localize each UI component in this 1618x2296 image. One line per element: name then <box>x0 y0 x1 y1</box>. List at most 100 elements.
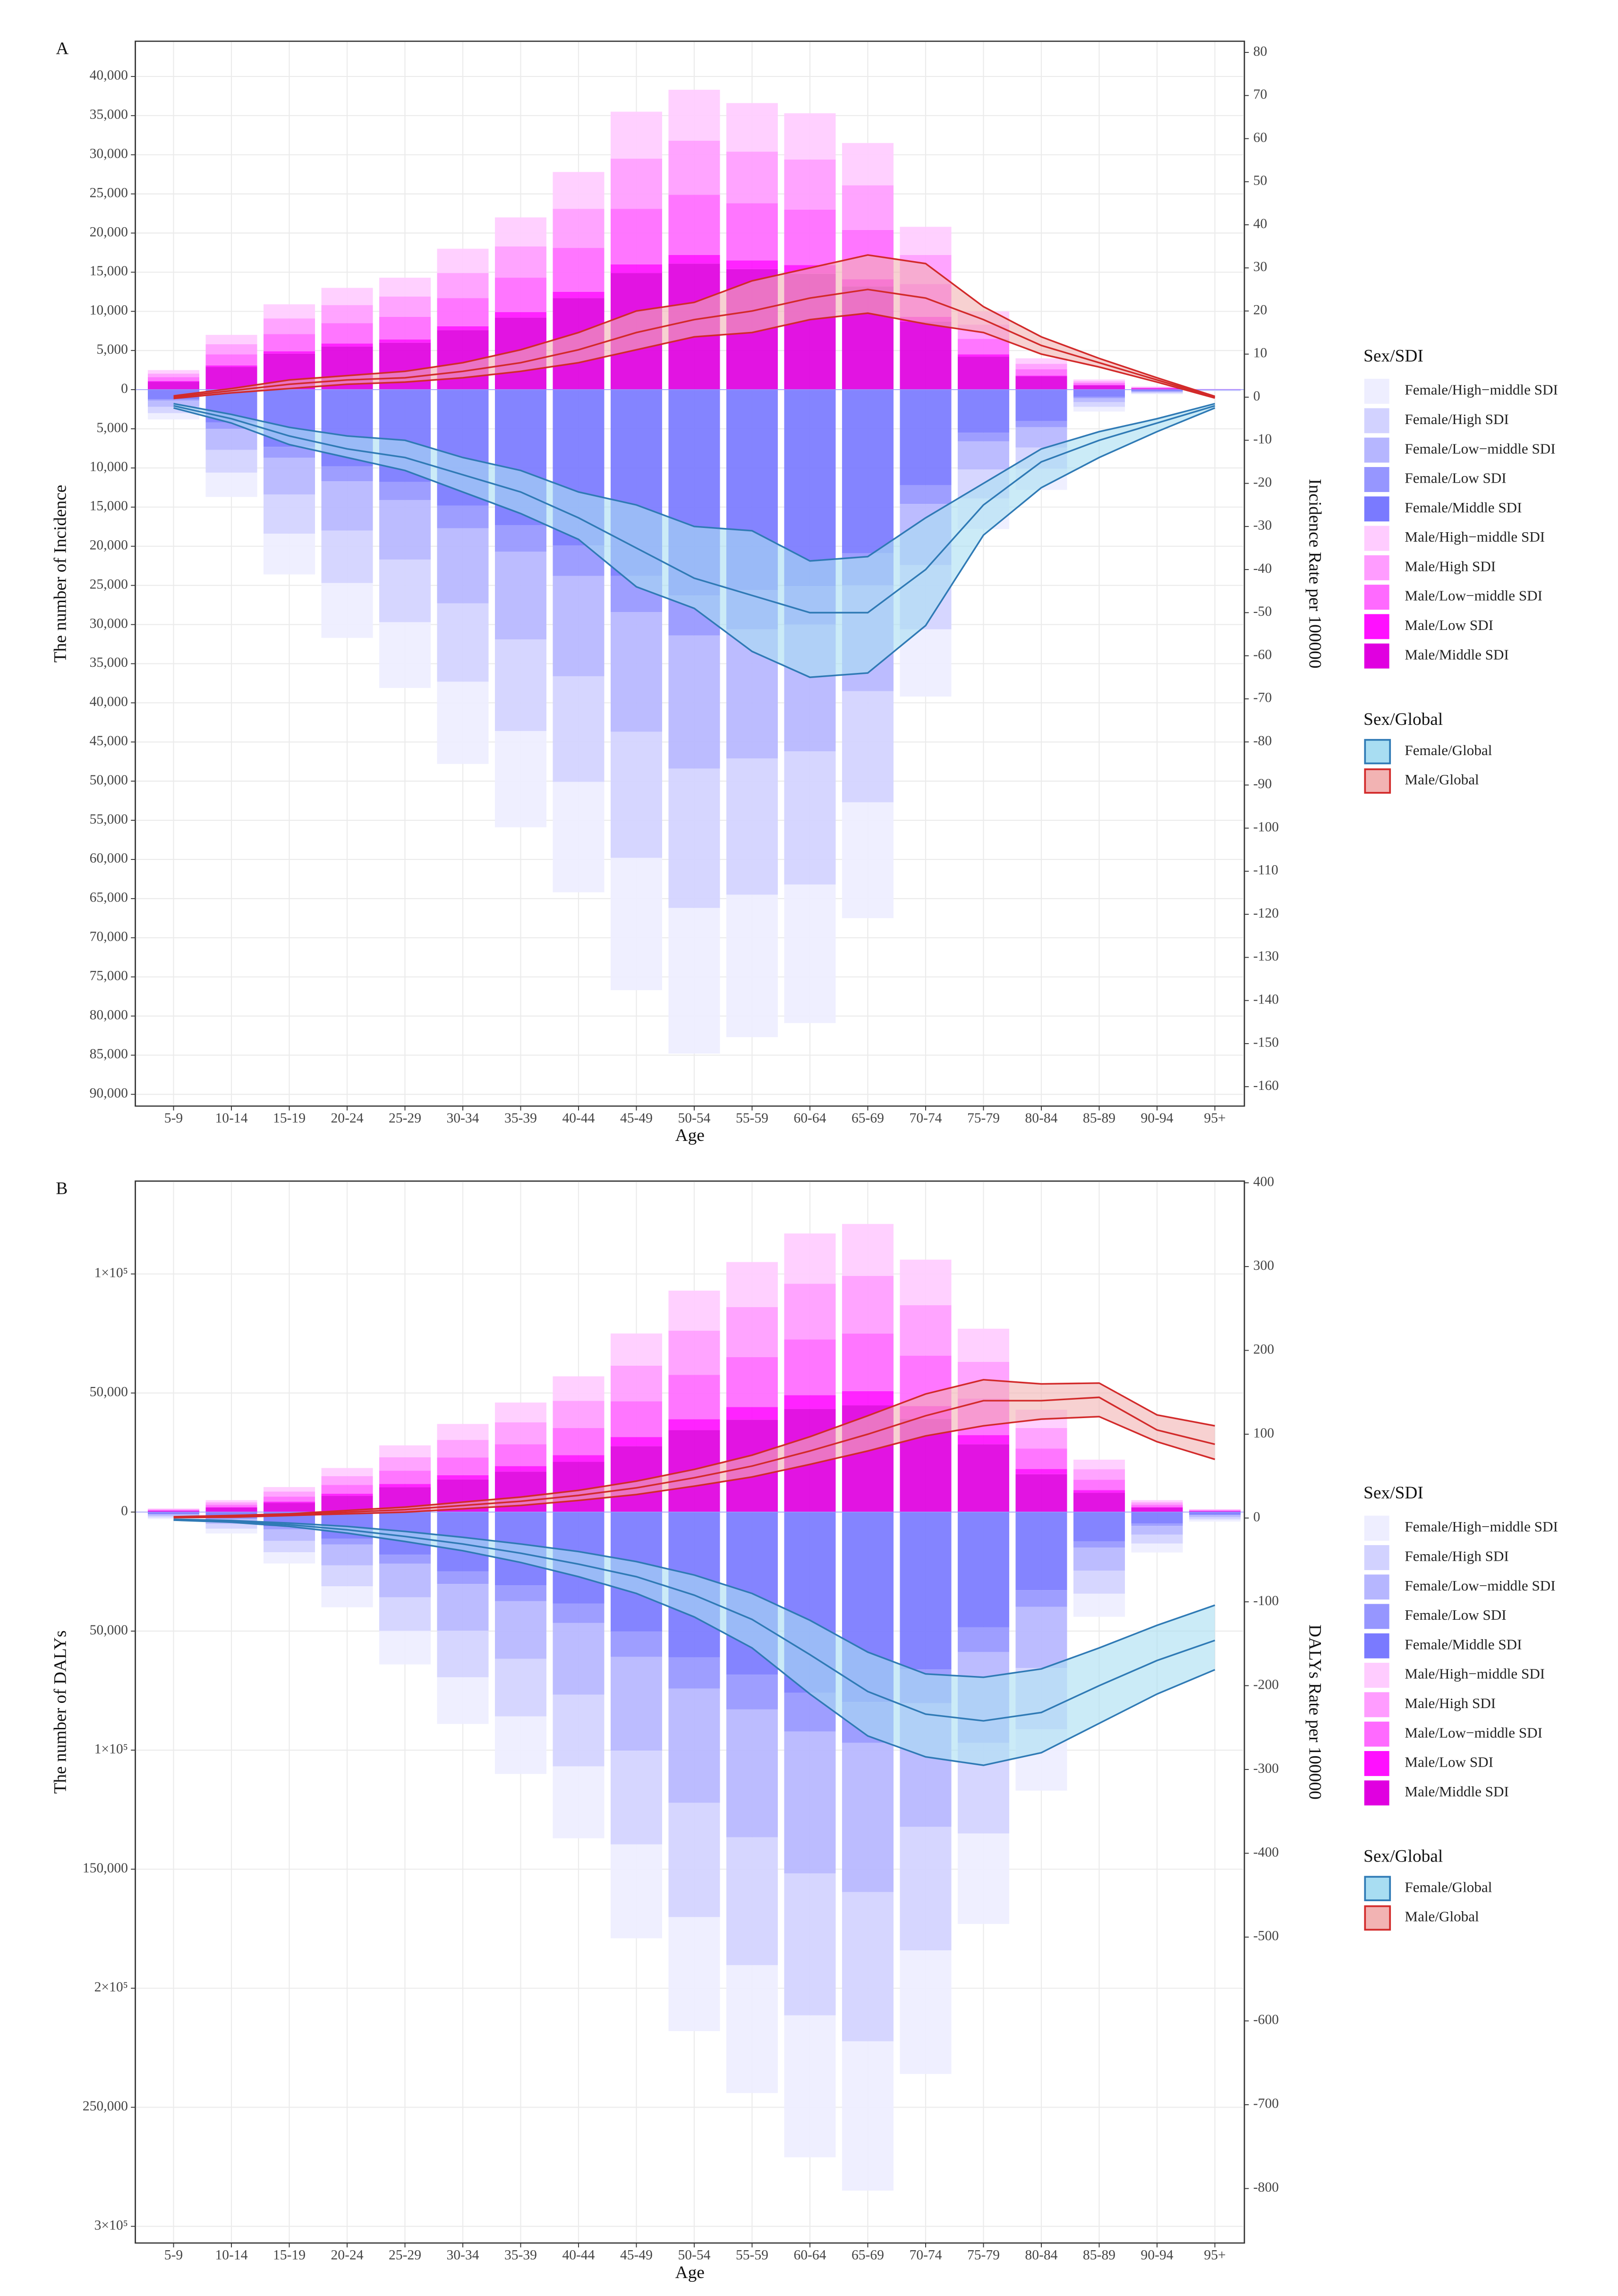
bar-segment <box>553 1623 605 1695</box>
bar-segment <box>957 441 1009 470</box>
bar-segment <box>379 1631 431 1665</box>
bar-segment <box>437 603 489 682</box>
y-tick-label: 35,000 <box>90 107 128 122</box>
bar-segment <box>1073 385 1125 390</box>
y-tick-label: 25,000 <box>90 185 128 200</box>
x-tick-label: 75-79 <box>967 2248 1000 2263</box>
y-tick-label: 5,000 <box>96 342 128 357</box>
bar-segment <box>1015 1590 1067 1607</box>
legend-label: Female/Low SDI <box>1405 470 1506 486</box>
y-tick-label: 70,000 <box>90 929 128 944</box>
bar-segment <box>494 1716 546 1774</box>
bar-segment <box>379 1564 431 1598</box>
bar-segment <box>553 1428 605 1455</box>
y2-tick-label: 300 <box>1253 1258 1274 1273</box>
y2-tick-label: -90 <box>1253 776 1272 791</box>
bar-segment <box>842 143 894 186</box>
bar-segment <box>553 1455 605 1462</box>
bar-segment <box>957 433 1009 442</box>
legend-label: Male/Global <box>1405 1908 1479 1925</box>
bar-segment <box>437 528 489 604</box>
bar-segment <box>264 351 315 354</box>
legend-label: Female/Global <box>1405 742 1492 758</box>
x-tick-label: 10-14 <box>215 1111 248 1126</box>
y-tick-label: 5,000 <box>96 420 128 435</box>
bar-segment <box>264 1501 315 1503</box>
bar-segment <box>205 1505 257 1507</box>
y2-tick-label: -20 <box>1253 475 1272 490</box>
bar-segment <box>900 1259 952 1305</box>
bar-segment <box>1131 387 1183 388</box>
rate-upper-line <box>173 1378 1215 1518</box>
bar-segment <box>842 390 894 553</box>
bar-segment <box>205 354 257 366</box>
bar-segment <box>264 494 315 534</box>
y2-tick-label: -40 <box>1253 561 1272 576</box>
bar-segment <box>668 908 720 1054</box>
legend-label: Male/Middle SDI <box>1405 1783 1508 1800</box>
bar-segment <box>1073 1512 1125 1541</box>
bar-segment <box>148 377 200 381</box>
bar-segment <box>610 1365 662 1402</box>
bar-segment <box>668 195 720 255</box>
bar-segment <box>784 113 836 160</box>
y-tick-label: 40,000 <box>90 68 128 83</box>
bar-segment <box>957 1512 1009 1627</box>
y2-tick-label: -50 <box>1253 604 1272 619</box>
x-tick-label: 75-79 <box>967 1111 1000 1126</box>
bar-segment <box>1015 1607 1067 1668</box>
bar-segment <box>1131 1534 1183 1544</box>
legend-title: Sex/Global <box>1363 1846 1443 1866</box>
bar-segment <box>321 1586 373 1607</box>
y2-tick-label: -60 <box>1253 647 1272 662</box>
y-tick-label: 80,000 <box>90 1007 128 1022</box>
x-axis-title: Age <box>675 1126 705 1145</box>
bar-segment <box>784 209 836 265</box>
bar-segment <box>264 458 315 495</box>
x-tick-label: 25-29 <box>389 2248 421 2263</box>
bar-segment <box>437 298 489 326</box>
legend-key <box>1363 642 1391 670</box>
y-axis-title: The number of Incidence <box>51 485 70 663</box>
x-tick-label: 70-74 <box>909 1111 942 1126</box>
bar-segment <box>668 140 720 195</box>
legend-label: Female/High−middle SDI <box>1405 1518 1558 1535</box>
bar-segment <box>842 1333 894 1391</box>
bar-segment <box>1189 1514 1241 1515</box>
legend-key <box>1363 1720 1391 1748</box>
bar-segment <box>610 1401 662 1437</box>
y2-tick-label: 200 <box>1253 1342 1274 1357</box>
bar-segment <box>205 450 257 473</box>
bar-segment <box>264 1503 315 1512</box>
bar-segment <box>900 227 952 255</box>
bar-segment <box>494 278 546 312</box>
bar-segment <box>1073 1570 1125 1594</box>
bar-segment <box>842 2041 894 2191</box>
bar-segment <box>726 894 778 1037</box>
y-tick-label: 25,000 <box>90 577 128 592</box>
bar-segment <box>1073 1541 1125 1548</box>
bar-segment <box>784 1284 836 1340</box>
y-tick-label: 20,000 <box>90 538 128 553</box>
bar-segment <box>1189 1515 1241 1518</box>
bar-segment <box>610 264 662 273</box>
bar-segment <box>321 481 373 531</box>
y-axis-title: The number of DALYs <box>51 1630 70 1794</box>
y2-tick-label: -100 <box>1253 1593 1279 1608</box>
bar-segment <box>1015 358 1067 364</box>
legend-label: Female/Middle SDI <box>1405 499 1522 516</box>
bar-segment <box>205 429 257 450</box>
bar-segment <box>900 390 952 485</box>
rate-ribbon <box>173 255 1215 399</box>
bar-segment <box>379 1471 431 1484</box>
bar-segment <box>1073 1593 1125 1617</box>
bar-segment <box>494 1585 546 1601</box>
y-tick-label: 65,000 <box>90 890 128 905</box>
bar-segment <box>379 482 431 500</box>
bar-segment <box>494 246 546 278</box>
bar-segment <box>957 357 1009 390</box>
legend-key <box>1363 495 1391 523</box>
x-tick-label: 90-94 <box>1141 1111 1173 1126</box>
legend-label: Female/Low SDI <box>1405 1607 1506 1623</box>
